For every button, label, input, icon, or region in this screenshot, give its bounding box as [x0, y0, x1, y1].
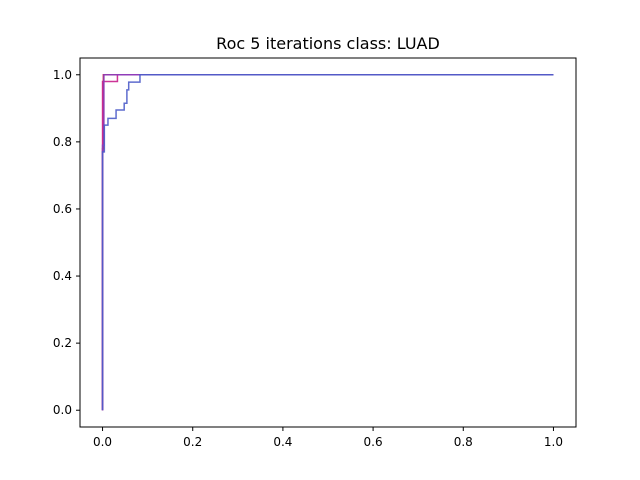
axes-frame: [79, 57, 577, 428]
chart-title: Roc 5 iterations class: LUAD: [216, 34, 440, 53]
y-axis-ticks: 0.0 0.2 0.4 0.6 0.8 1.0: [53, 68, 80, 417]
y-tick-label: 1.0: [53, 68, 72, 82]
x-tick-label: 0.0: [93, 435, 112, 449]
x-tick-label: 0.8: [454, 435, 473, 449]
y-tick-label: 0.6: [53, 202, 72, 216]
x-tick-label: 0.6: [364, 435, 383, 449]
y-tick-label: 0.8: [53, 135, 72, 149]
roc-series-5: [101, 74, 554, 411]
y-tick-label: 0.4: [53, 269, 72, 283]
x-tick-label: 0.2: [183, 435, 202, 449]
y-tick-label: 0.0: [53, 403, 72, 417]
x-axis-ticks: 0.0 0.2 0.4 0.6 0.8 1.0: [93, 427, 563, 449]
plot-lines: [101, 74, 554, 411]
y-tick-label: 0.2: [53, 336, 72, 350]
x-tick-label: 1.0: [544, 435, 563, 449]
x-tick-label: 0.4: [273, 435, 292, 449]
